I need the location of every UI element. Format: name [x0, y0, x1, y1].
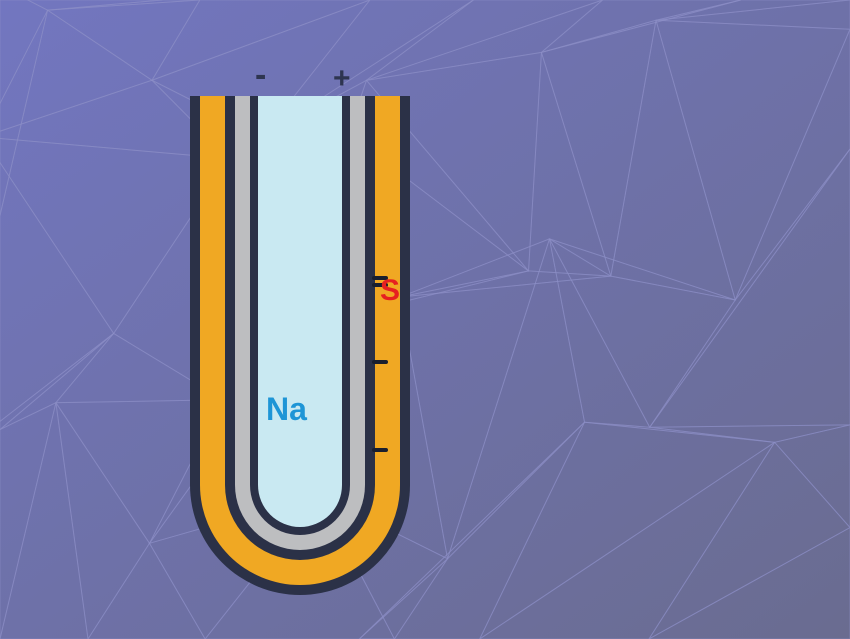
battery-diagram: - + Na S: [0, 0, 850, 639]
u-tube-cell: [190, 96, 410, 595]
negative-terminal-label: -: [255, 56, 266, 94]
positive-terminal-label: +: [333, 62, 351, 95]
sodium-label: Na: [266, 391, 307, 427]
layer-sodium: [258, 96, 342, 527]
sulfur-label: S: [380, 274, 400, 307]
